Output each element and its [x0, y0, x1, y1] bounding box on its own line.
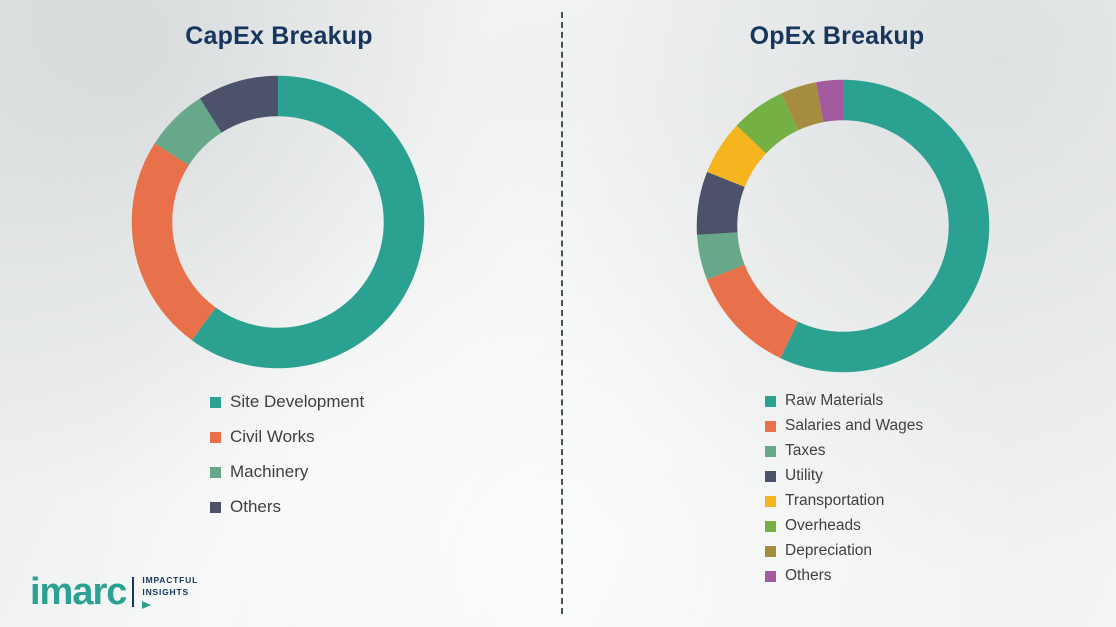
- donut-segment-others: [696, 79, 990, 373]
- legend-swatch: [210, 501, 221, 513]
- opex-donut-chart: [693, 76, 993, 376]
- legend-swatch: [765, 445, 776, 457]
- donut-segment-civil-works: [131, 75, 425, 369]
- logo-tagline-line2: INSIGHTS: [142, 586, 189, 597]
- legend-item-others: Others: [210, 497, 364, 517]
- legend-item-civil-works: Civil Works: [210, 427, 364, 447]
- legend-swatch: [765, 470, 776, 482]
- donut-segment-utility: [696, 79, 990, 373]
- capex-donut-chart: [128, 72, 428, 372]
- legend-swatch: [765, 570, 776, 582]
- legend-label: Salaries and Wages: [785, 417, 924, 434]
- legend-item-salaries-and-wages: Salaries and Wages: [765, 417, 923, 435]
- legend-swatch: [210, 396, 221, 408]
- legend-item-depreciation: Depreciation: [765, 542, 923, 560]
- imarc-logo: imarc IMPACTFUL INSIGHTS: [30, 573, 198, 611]
- legend-label: Raw Materials: [785, 392, 884, 409]
- capex-title: CapEx Breakup: [185, 22, 373, 50]
- legend-label: Site Development: [230, 392, 365, 411]
- opex-title: OpEx Breakup: [749, 22, 925, 50]
- logo-flag-icon: [142, 600, 152, 609]
- legend-label: Others: [230, 497, 282, 516]
- legend-swatch: [210, 466, 221, 478]
- legend-swatch: [765, 545, 776, 557]
- opex-legend: Raw Materials Salaries and Wages Taxes Util…: [765, 392, 923, 592]
- legend-label: Utility: [785, 467, 823, 484]
- legend-item-site-development: Site Development: [210, 392, 364, 412]
- legend-label: Overheads: [785, 517, 861, 534]
- opex-section: OpEx Breakup Raw Materials Salaries and W…: [558, 0, 1116, 627]
- legend-label: Taxes: [785, 442, 826, 459]
- capex-legend: Site Development Civil Works Machinery Othe…: [210, 392, 364, 532]
- legend-item-others: Others: [765, 567, 923, 585]
- legend-swatch: [210, 431, 221, 443]
- legend-item-raw-materials: Raw Materials: [765, 392, 923, 410]
- legend-swatch: [765, 520, 776, 532]
- legend-label: Others: [785, 567, 832, 584]
- legend-item-machinery: Machinery: [210, 462, 364, 482]
- section-divider: [561, 12, 563, 614]
- legend-item-overheads: Overheads: [765, 517, 923, 535]
- donut-segment-others: [131, 75, 425, 369]
- legend-item-taxes: Taxes: [765, 442, 923, 460]
- logo-tagline: IMPACTFUL INSIGHTS: [142, 575, 198, 609]
- logo-separator: [132, 577, 135, 607]
- logo-tagline-line1: IMPACTFUL: [142, 575, 199, 586]
- legend-label: Machinery: [230, 462, 309, 481]
- legend-label: Transportation: [785, 492, 885, 509]
- legend-swatch: [765, 420, 776, 432]
- legend-item-transportation: Transportation: [765, 492, 923, 510]
- legend-label: Civil Works: [230, 427, 315, 446]
- legend-swatch: [765, 395, 776, 407]
- legend-item-utility: Utility: [765, 467, 923, 485]
- capex-section: CapEx Breakup Site Development Civil Work…: [128, 22, 428, 532]
- imarc-logo-wordmark: imarc: [30, 571, 127, 613]
- legend-swatch: [765, 495, 776, 507]
- legend-label: Depreciation: [785, 542, 873, 559]
